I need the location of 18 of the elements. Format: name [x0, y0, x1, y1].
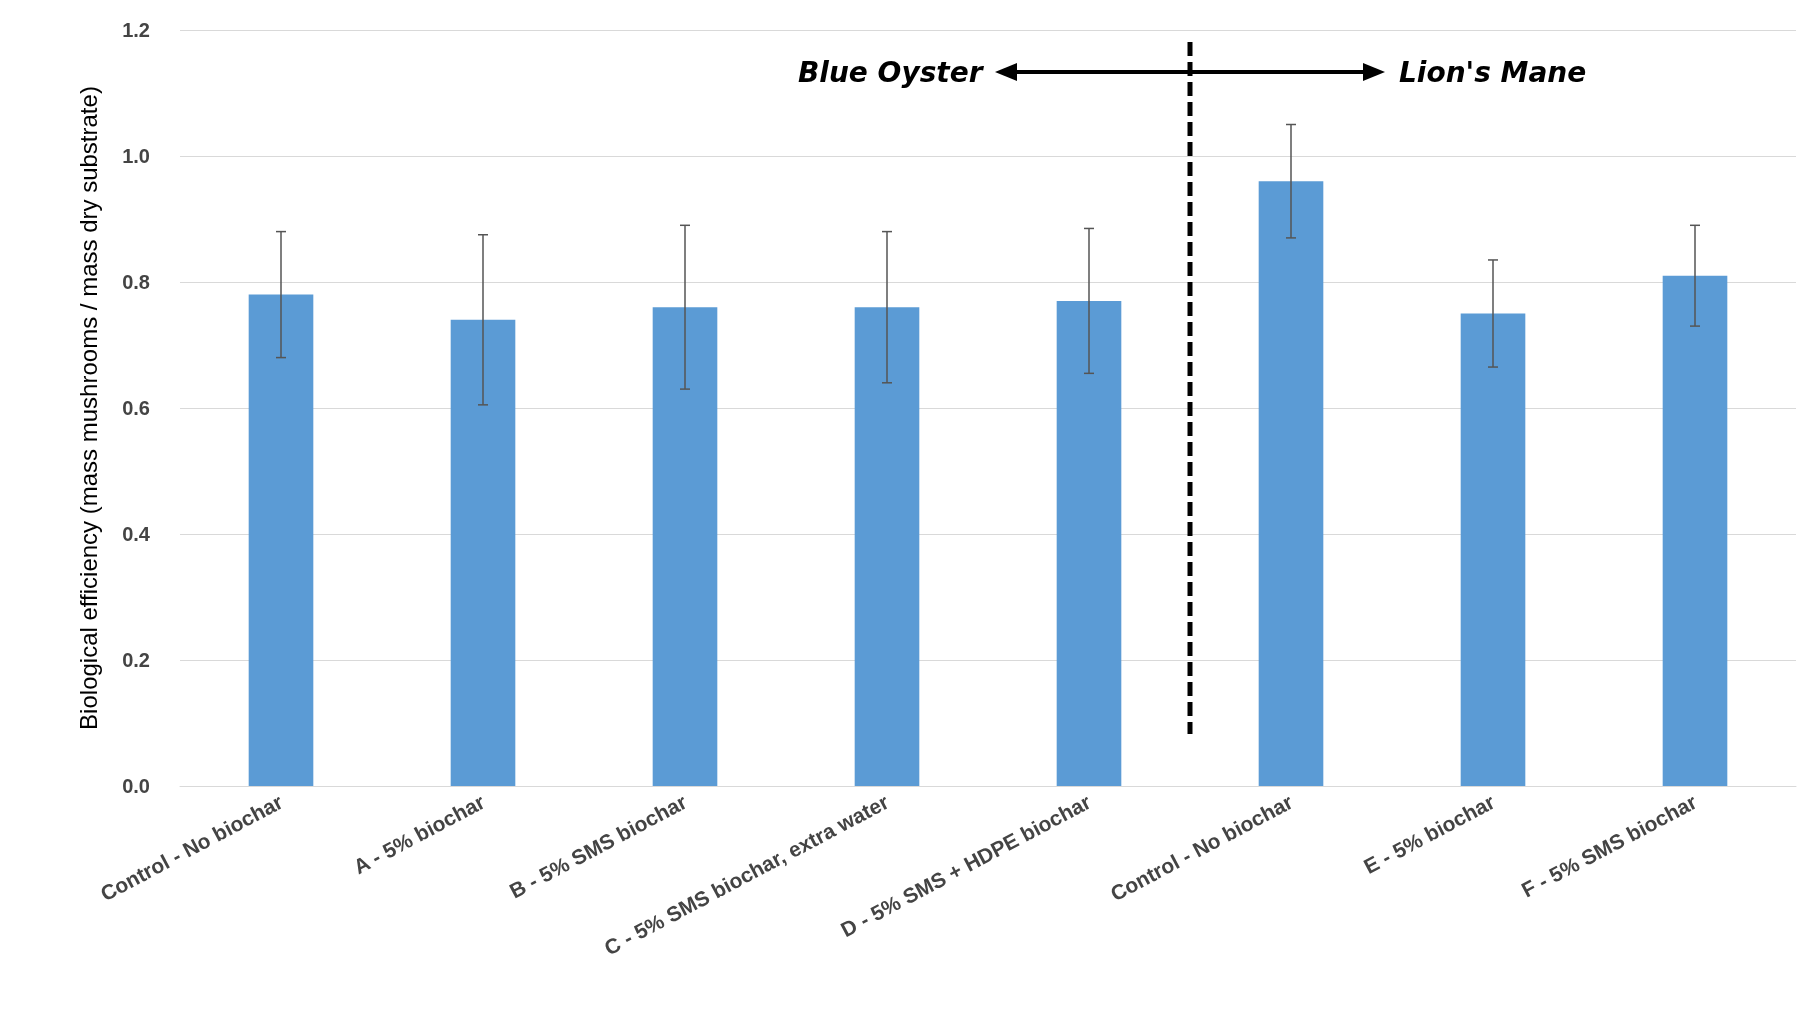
bar	[1056, 300, 1122, 786]
y-tick-label: 0.8	[122, 271, 150, 293]
y-tick-label: 0.4	[122, 523, 151, 545]
y-axis-title: Biological efficiency (mass mushrooms / mass dry substrate)	[74, 86, 102, 730]
y-tick-label: 1.0	[122, 145, 150, 167]
y-tick-label: 1.2	[122, 19, 150, 41]
bar	[1258, 181, 1324, 786]
y-tick-label: 0.6	[122, 397, 150, 419]
y-tick-label: 0.0	[122, 775, 150, 797]
bar	[1460, 313, 1526, 786]
annotation: Lion's Mane	[1399, 55, 1587, 89]
bar	[854, 307, 920, 786]
annotation: Blue Oyster	[798, 55, 983, 89]
bar	[1662, 275, 1728, 786]
bar	[450, 319, 516, 786]
bar	[652, 307, 718, 786]
y-tick-label: 0.2	[122, 649, 150, 671]
bar	[248, 294, 314, 786]
